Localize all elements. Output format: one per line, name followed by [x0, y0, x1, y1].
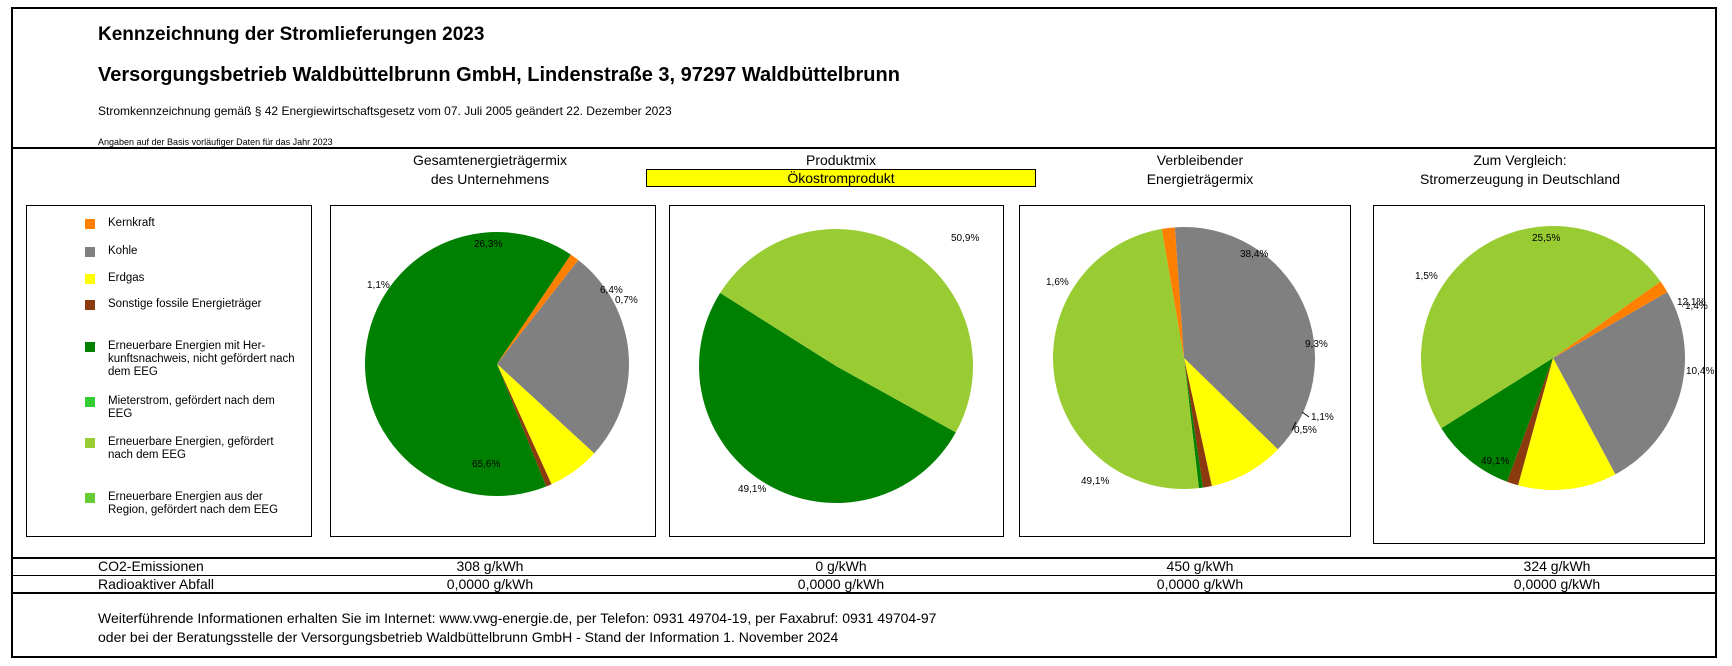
- co2-value-germany: 324 g/kWh: [1523, 558, 1591, 574]
- legend-swatch: [85, 274, 95, 284]
- legend-label: Erneuerbare Energien mit Her-kunftsnachw…: [108, 340, 295, 378]
- header-divider: [11, 147, 1717, 149]
- pie-slice: [720, 229, 973, 433]
- footer-info-line1: Weiterführende Informationen erhalten Si…: [98, 610, 937, 626]
- pie-panel-product: [669, 205, 1004, 537]
- slice-label: 50,9%: [951, 233, 979, 244]
- product-name-box: Ökostromprodukt: [646, 169, 1036, 187]
- legend-swatch: [85, 438, 95, 448]
- legend-swatch: [85, 342, 95, 352]
- pie-slice: [1184, 358, 1278, 487]
- legend-label: Erdgas: [108, 272, 145, 284]
- waste-label: Radioaktiver Abfall: [98, 576, 214, 592]
- legend-swatch: [85, 493, 95, 503]
- column-heading-line: Gesamtenergieträgermix: [412, 152, 568, 168]
- column-heading-line: Verbleibender: [1156, 152, 1244, 168]
- column-heading-line: Zum Vergleich:: [1473, 152, 1567, 168]
- pie-slice: [1184, 358, 1203, 489]
- slice-label: 1,4%: [1685, 301, 1708, 312]
- co2-value-company: 308 g/kWh: [456, 558, 524, 574]
- pie-panel-germany: [1373, 205, 1705, 544]
- pie-slice: [1420, 225, 1661, 429]
- pie-slice: [497, 259, 630, 454]
- co2-value-product: 0 g/kWh: [815, 558, 867, 574]
- pie-slice: [698, 292, 956, 504]
- pie-slice: [1553, 292, 1685, 475]
- slice-label: 0,7%: [615, 295, 638, 306]
- page-title: Kennzeichnung der Stromlieferungen 2023: [98, 24, 485, 45]
- legend-label: Mieterstrom, gefördert nach dem EEG: [108, 395, 275, 420]
- column-heading-company-mix: Gesamtenergieträgermix des Unternehmens: [390, 151, 590, 189]
- pie-panel-company: [330, 205, 656, 537]
- pie-slice: [364, 232, 571, 496]
- slice-label: 1,6%: [1046, 277, 1069, 288]
- pie-slice: [1553, 281, 1668, 358]
- slice-label: 12,1%: [1677, 297, 1705, 308]
- legend-panel: [26, 205, 312, 537]
- slice-label: 26,3%: [474, 239, 502, 250]
- slice-label: 25,5%: [1532, 233, 1560, 244]
- slice-label: 49,1%: [1081, 476, 1109, 487]
- column-heading-product-mix: Produktmix: [805, 152, 877, 168]
- pie-slice: [1174, 226, 1315, 450]
- legend-swatch: [85, 397, 95, 407]
- data-basis-note: Angaben auf der Basis vorläufiger Daten …: [98, 137, 333, 147]
- slice-leader-line: [1291, 421, 1297, 431]
- slice-label: 65,6%: [472, 459, 500, 470]
- legend-swatch: [85, 247, 95, 257]
- slice-label: 1,1%: [367, 280, 390, 291]
- pie-slice: [1184, 358, 1212, 488]
- emissions-top-divider: [11, 557, 1717, 559]
- slice-label: 10,4%: [1686, 366, 1714, 377]
- pie-slice: [1161, 227, 1184, 358]
- pie-panel-remaining: [1019, 205, 1351, 537]
- pie-slice: [1506, 358, 1553, 486]
- slice-label: 9,3%: [1305, 339, 1328, 350]
- slice-label: 49,1%: [738, 484, 766, 495]
- waste-value-product: 0,0000 g/kWh: [797, 576, 885, 592]
- legend-label: Kohle: [108, 245, 138, 257]
- co2-label: CO2-Emissionen: [98, 558, 204, 574]
- slice-leader-line: [1301, 411, 1310, 418]
- column-heading-line: Energieträgermix: [1146, 171, 1254, 187]
- waste-value-germany: 0,0000 g/kWh: [1513, 576, 1601, 592]
- column-heading-line: Stromerzeugung in Deutschland: [1419, 171, 1620, 187]
- co2-value-remaining: 450 g/kWh: [1166, 558, 1234, 574]
- legend-label: Erneuerbare Energien, gefördert nach dem…: [108, 436, 274, 461]
- law-reference: Stromkennzeichnung gemäß § 42 Energiewir…: [98, 104, 672, 118]
- footer-info-line2: oder bei der Beratungsstelle der Versorg…: [98, 629, 839, 645]
- waste-value-company: 0,0000 g/kWh: [446, 576, 534, 592]
- legend-swatch: [85, 219, 95, 229]
- pie-slice: [1441, 358, 1553, 482]
- emissions-mid-divider: [11, 575, 1717, 576]
- slice-label: 0,5%: [1294, 425, 1317, 436]
- legend-label: Kernkraft: [108, 217, 155, 229]
- waste-value-remaining: 0,0000 g/kWh: [1156, 576, 1244, 592]
- slice-label: 1,5%: [1415, 271, 1438, 282]
- company-name: Versorgungsbetrieb Waldbüttelbrunn GmbH,…: [98, 64, 900, 86]
- slice-label: 1,1%: [1311, 412, 1334, 423]
- document-frame: [11, 7, 1717, 658]
- legend-label: Erneuerbare Energien aus der Region, gef…: [108, 491, 279, 516]
- emissions-bottom-divider: [11, 592, 1717, 594]
- pie-slice: [497, 364, 552, 487]
- column-heading-germany: Zum Vergleich: Stromerzeugung in Deutsch…: [1390, 151, 1650, 189]
- slice-label: 38,4%: [1240, 249, 1268, 260]
- slice-label: 6,4%: [600, 285, 623, 296]
- pie-slice: [497, 254, 579, 364]
- pie-slice: [497, 364, 595, 485]
- column-heading-remaining-mix: Verbleibender Energieträgermix: [1100, 151, 1300, 189]
- legend-label: Sonstige fossile Energieträger: [108, 298, 262, 310]
- legend-swatch: [85, 300, 95, 310]
- slice-label: 49,1%: [1481, 456, 1509, 467]
- column-heading-line: des Unternehmens: [430, 171, 550, 187]
- pie-slice: [1053, 228, 1199, 489]
- pie-slice: [1518, 358, 1616, 490]
